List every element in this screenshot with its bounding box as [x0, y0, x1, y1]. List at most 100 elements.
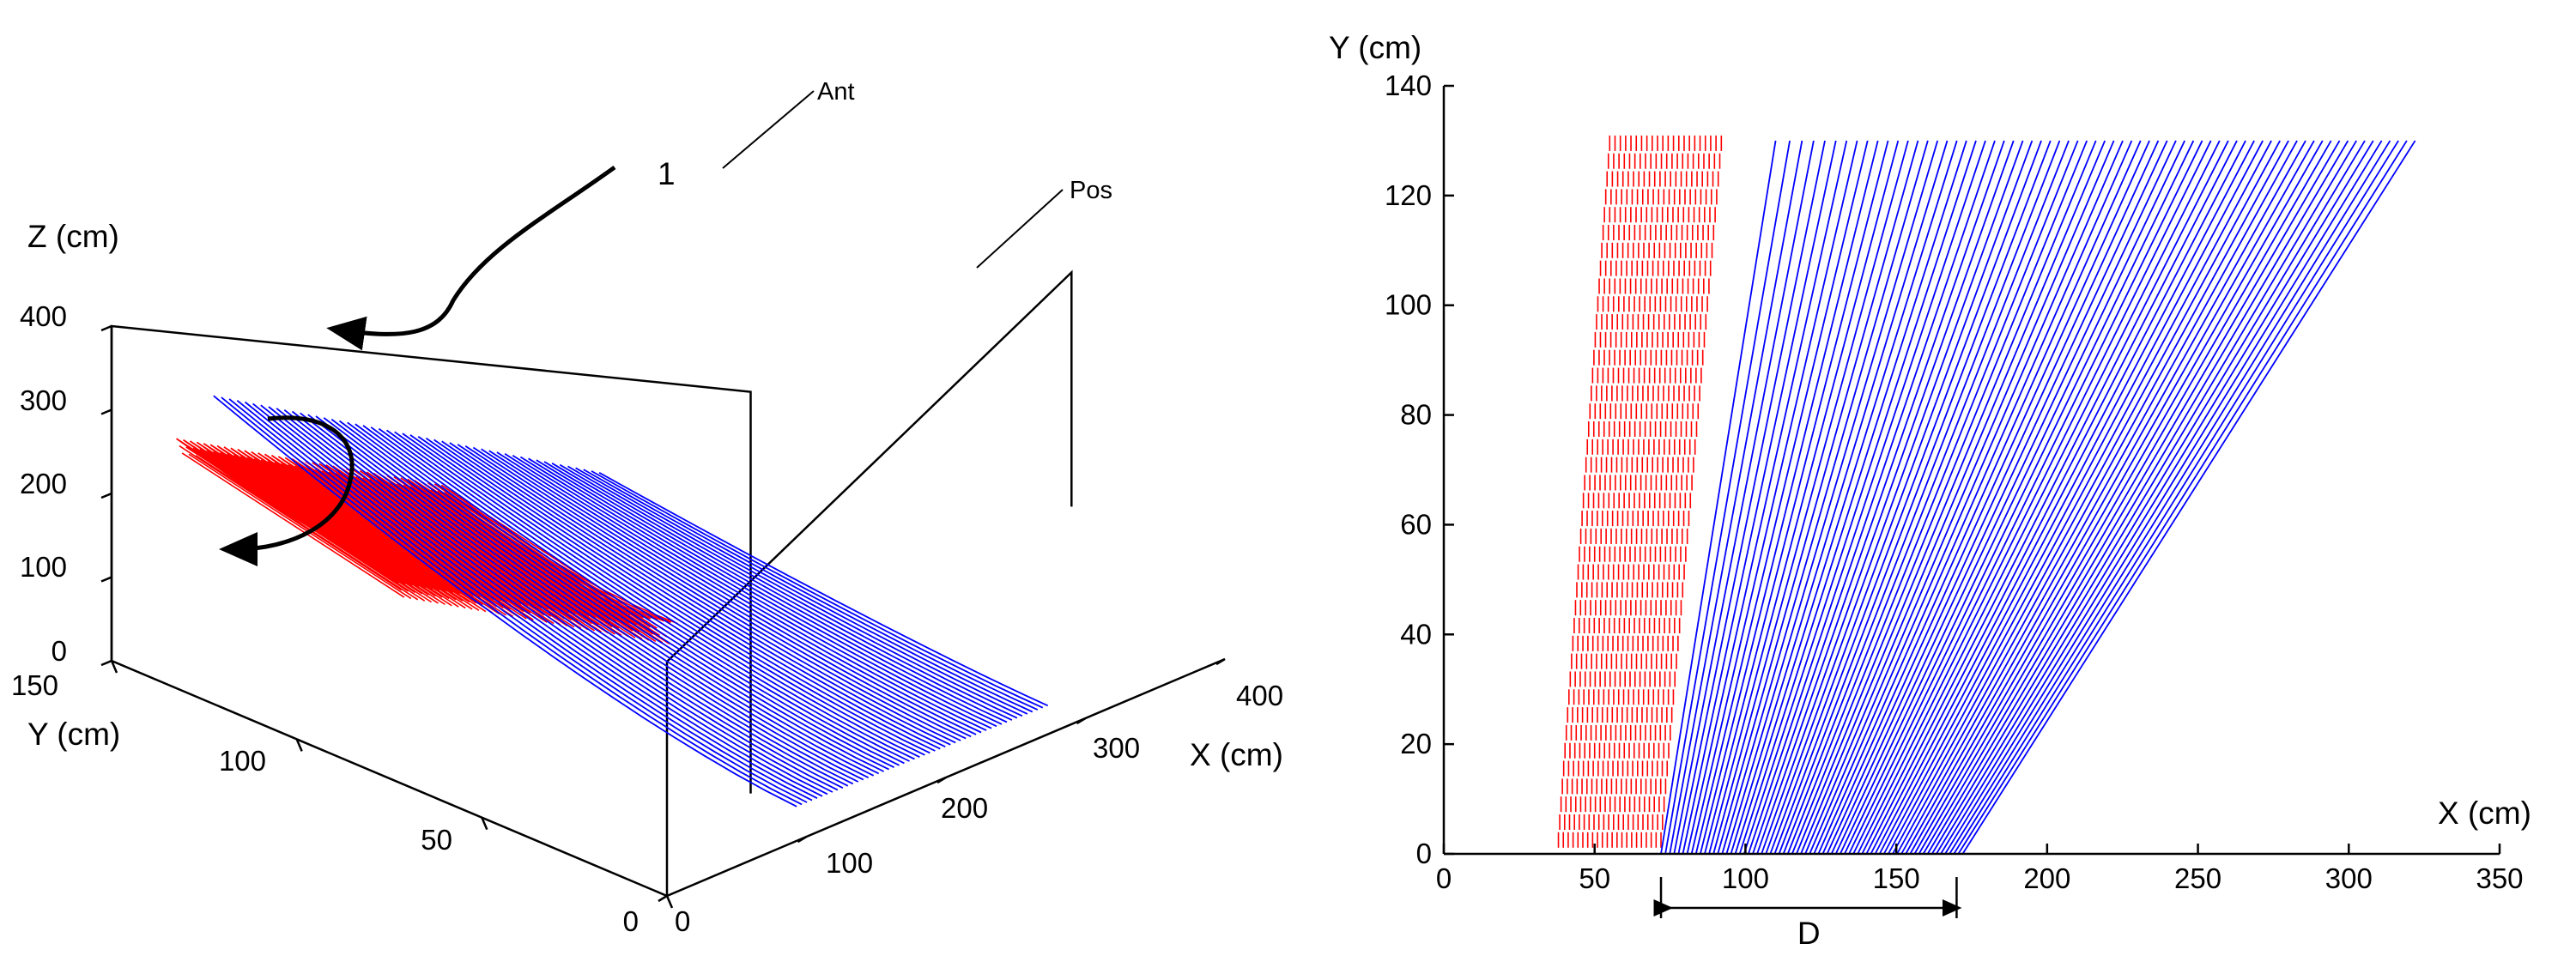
- blue-line-2d: [1782, 140, 2061, 855]
- blue-line-2d: [1717, 140, 1919, 855]
- blue-line-2d: [1677, 140, 1826, 855]
- y-tick-label-2d: 120: [1385, 179, 1432, 211]
- y-tick-0: 0: [623, 905, 639, 937]
- blue-curve: [433, 439, 941, 750]
- blue-line-2d: [1953, 140, 2399, 855]
- blue-curve: [394, 431, 915, 760]
- blue-curve: [488, 450, 977, 735]
- red-rung: [276, 469, 500, 615]
- blue-line-2d: [1704, 140, 1889, 855]
- red-series-2d: [1557, 135, 1723, 848]
- blue-curve: [528, 457, 1003, 725]
- blue-line-2d: [1765, 140, 2024, 855]
- blue-curve: [276, 408, 839, 791]
- blue-curve: [543, 461, 1013, 721]
- red-rung: [426, 495, 650, 641]
- red-rung: [274, 462, 497, 608]
- blue-curve: [464, 445, 961, 741]
- red-rung: [256, 465, 480, 612]
- x-tick-label-2d: 350: [2476, 862, 2523, 894]
- blue-line-2d: [1826, 140, 2150, 855]
- y-tick-mark: [481, 817, 488, 831]
- x-tick-label-2d: 100: [1722, 862, 1769, 894]
- y-tick-label-2d: 20: [1400, 728, 1432, 759]
- blue-curve: [575, 467, 1033, 713]
- pos-plane: [665, 269, 1073, 896]
- y-tick-label-2d: 80: [1400, 399, 1432, 431]
- x-tick-200: 200: [941, 792, 988, 824]
- red-rung: [179, 445, 403, 591]
- tick-labels-2d: 0 50 100 150 200 250 300 350 0 20 40 60 80 100 120 140: [1385, 70, 2524, 894]
- red-rung: [446, 499, 670, 644]
- x-tick-mark: [797, 835, 808, 844]
- red-rung: [267, 460, 491, 607]
- blue-line-2d: [1756, 140, 2005, 855]
- blue-arrow: [326, 165, 616, 351]
- x-tick-label-2d: 200: [2023, 862, 2070, 894]
- blue-line-2d: [1682, 140, 1837, 855]
- red-rung: [219, 452, 443, 598]
- x-tick-label-2d: 0: [1436, 862, 1452, 894]
- axis-3d-frame: [110, 326, 1226, 898]
- ant-label: Ant: [817, 78, 855, 106]
- blue-line-2d: [1734, 140, 1958, 855]
- blue-line-2d: [1791, 140, 2079, 855]
- z-tick-mark: [100, 408, 112, 415]
- blue-curve: [583, 469, 1039, 711]
- blue-curve: [567, 465, 1028, 715]
- red-rung: [242, 463, 466, 609]
- red-rung: [249, 464, 473, 610]
- x-tick-mark: [1076, 717, 1087, 725]
- x-tick-mark: [936, 776, 947, 784]
- z-tick-0: 0: [52, 635, 67, 667]
- blue-line-2d: [1931, 140, 2357, 855]
- x-axis-label-2d: X (cm): [2438, 796, 2531, 831]
- blue-curve: [315, 415, 864, 781]
- blue-line-2d: [1936, 140, 2366, 855]
- y-tick-label-2d: 60: [1400, 508, 1432, 540]
- blue-curve: [236, 400, 813, 802]
- y-tick-100: 100: [219, 745, 266, 777]
- red-rung: [195, 455, 419, 601]
- red-rung: [246, 457, 470, 603]
- blue-line-2d: [1694, 140, 1869, 855]
- blue-line-2d: [1865, 140, 2229, 855]
- blue-line-2d: [1778, 140, 2052, 855]
- red-rung: [288, 464, 511, 610]
- blue-curve: [441, 440, 946, 748]
- blue-curve: [252, 402, 823, 797]
- blue-curve: [291, 410, 849, 787]
- red-rung: [206, 450, 429, 596]
- blue-line-2d: [1852, 140, 2203, 855]
- blue-curve: [536, 459, 1008, 723]
- y-tick-label-2d: 140: [1385, 70, 1432, 101]
- blue-line-2d: [1752, 140, 1996, 855]
- red-rung: [263, 466, 487, 613]
- z-tick-100: 100: [20, 551, 67, 583]
- blue-line-2d: [1821, 140, 2142, 855]
- blue-line-2d: [1738, 140, 1967, 855]
- red-rung: [188, 453, 412, 600]
- red-rung: [314, 469, 538, 615]
- x-tick-mark: [1215, 657, 1226, 666]
- blue-line-2d: [1660, 140, 1777, 855]
- red-rung: [290, 471, 514, 617]
- blue-series-3d: [213, 395, 1049, 808]
- blue-line-2d: [1913, 140, 2324, 855]
- blue-line-2d: [1699, 140, 1879, 855]
- blue-line-2d: [1796, 140, 2088, 855]
- x-tick-label-2d: 150: [1873, 862, 1920, 894]
- red-rung: [270, 468, 494, 614]
- axes-2d: [1442, 84, 2501, 856]
- z-tick-mark: [100, 659, 112, 667]
- blue-curve: [244, 401, 818, 800]
- x-tick-100: 100: [826, 847, 873, 879]
- red-rung: [226, 453, 450, 600]
- d-bracket: [1653, 877, 1962, 918]
- red-rung: [209, 457, 433, 603]
- y-axis-label-2d: Y (cm): [1329, 30, 1421, 65]
- blue-curve: [409, 434, 925, 756]
- chart-2d: 0 50 100 150 200 250 300 350020406080100120140 …: [1329, 30, 2531, 951]
- blue-curve: [402, 433, 920, 759]
- red-rung: [222, 459, 445, 606]
